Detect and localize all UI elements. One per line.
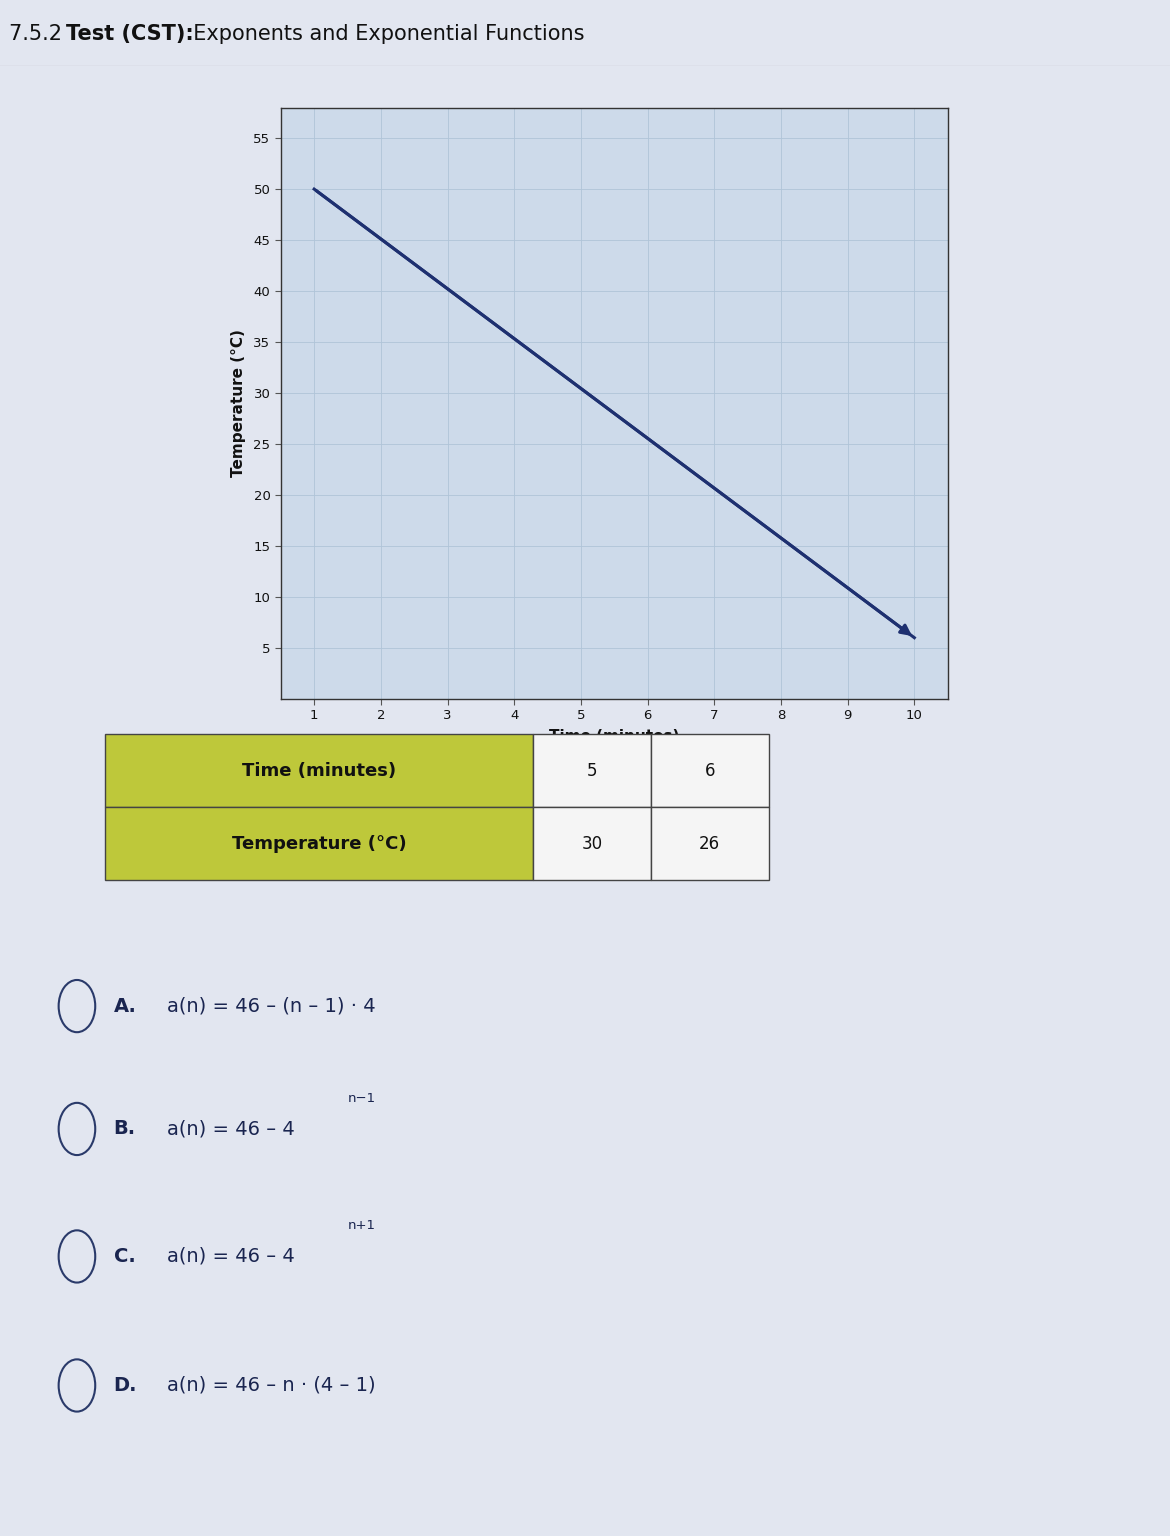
Text: n−1: n−1 (349, 1092, 377, 1104)
Text: C.: C. (113, 1247, 136, 1266)
Bar (105, 808, 532, 880)
Bar (651, 808, 769, 880)
Bar (651, 734, 769, 808)
Text: n+1: n+1 (349, 1220, 377, 1232)
Text: D.: D. (113, 1376, 137, 1395)
Text: A.: A. (113, 997, 137, 1015)
Text: B.: B. (113, 1120, 136, 1138)
Bar (532, 734, 651, 808)
Text: a(n) = 46 – 4: a(n) = 46 – 4 (167, 1247, 295, 1266)
Text: Temperature (°C): Temperature (°C) (232, 834, 406, 852)
Text: a(n) = 46 – (n – 1) · 4: a(n) = 46 – (n – 1) · 4 (167, 997, 376, 1015)
Text: 7.5.2: 7.5.2 (9, 25, 76, 45)
Bar (532, 808, 651, 880)
Text: Time (minutes): Time (minutes) (242, 762, 397, 780)
Text: 5: 5 (586, 762, 597, 780)
X-axis label: Time (minutes): Time (minutes) (549, 730, 680, 745)
Y-axis label: Temperature (°C): Temperature (°C) (232, 329, 247, 478)
Text: a(n) = 46 – n · (4 – 1): a(n) = 46 – n · (4 – 1) (167, 1376, 376, 1395)
Text: 26: 26 (700, 834, 721, 852)
Text: Test (CST):: Test (CST): (66, 25, 193, 45)
Bar (105, 734, 532, 808)
Text: a(n) = 46 – 4: a(n) = 46 – 4 (167, 1120, 295, 1138)
Text: Exponents and Exponential Functions: Exponents and Exponential Functions (180, 25, 585, 45)
Text: 6: 6 (704, 762, 715, 780)
Text: 30: 30 (581, 834, 603, 852)
